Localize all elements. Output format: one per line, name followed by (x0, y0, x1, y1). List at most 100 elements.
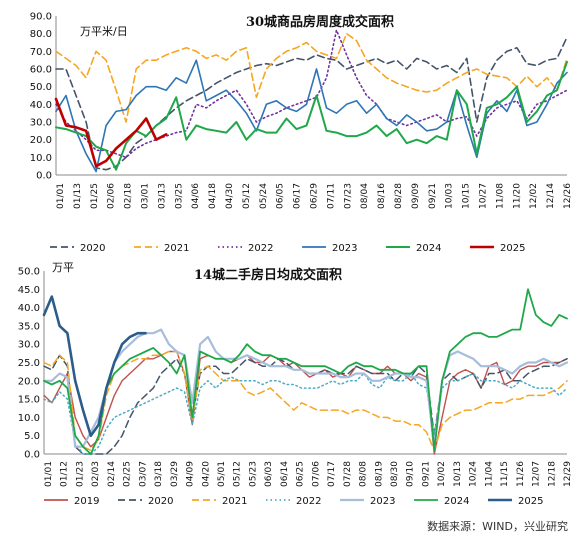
legend-label: 2024 (416, 243, 441, 254)
x-tick-label: 07/17 (327, 461, 337, 487)
x-tick-label: 08/19 (374, 461, 384, 487)
x-tick-label: 09/21 (421, 461, 431, 487)
x-tick-label: 11/20 (512, 183, 522, 209)
x-tick-label: 12/29 (563, 461, 573, 487)
chart-title: 30城商品房周度成交面积 (246, 14, 394, 30)
x-tick-label: 01/13 (73, 183, 83, 209)
x-tick-label: 05/12 (242, 183, 252, 209)
y-tick-label: 50.0 (18, 267, 40, 278)
x-tick-label: 12/26 (563, 183, 573, 209)
legend-label: 2022 (248, 243, 273, 254)
series-line-2021 (43, 350, 568, 452)
x-tick-label: 07/23 (343, 183, 353, 209)
chart-daily-resale-sales: 14城二手房日均成交面积 万平 0.0 5.0 10.0 15.0 20.0 25.0 30… (18, 261, 573, 507)
x-tick-label: 06/29 (310, 183, 320, 209)
y-tick-label: 15.0 (18, 395, 40, 406)
x-tick-label: 12/18 (547, 461, 557, 487)
y-tick-label: 40.0 (18, 303, 40, 314)
x-tick-label: 04/09 (186, 461, 196, 487)
y-tick-label: 60.0 (30, 65, 52, 76)
series-line-2020 (55, 36, 568, 171)
series-line-2023 (55, 59, 568, 173)
legend-label: 2019 (74, 496, 99, 507)
chart-weekly-new-home-sales: 30城商品房周度成交面积 万平米/日 0.0 10.0 20.0 30.0 40.0 50… (30, 12, 573, 255)
x-tick-label: 08/08 (359, 461, 369, 487)
x-tick-label: 12/02 (529, 183, 539, 209)
y-tick-label: 0.0 (24, 450, 40, 461)
y-tick-label: 5.0 (24, 431, 40, 442)
x-tick-label: 03/13 (157, 183, 167, 209)
unit-label: 万平米/日 (80, 25, 128, 38)
x-tick-label: 08/30 (390, 461, 400, 487)
series-line-2025 (42, 295, 147, 438)
y-tick-label: 90.0 (30, 12, 52, 23)
x-tick-label: 11/15 (500, 461, 510, 487)
series-line-2024 (55, 60, 568, 171)
series-line-2020 (43, 354, 568, 455)
x-tick-label: 06/14 (280, 461, 290, 487)
legend-label: 2025 (518, 496, 543, 507)
x-tick-label: 02/25 (123, 461, 133, 487)
x-tick-label: 01/23 (75, 461, 85, 487)
y-tick-label: 80.0 (30, 29, 52, 40)
x-tick-label: 09/21 (428, 183, 438, 209)
x-tick-label: 05/12 (233, 461, 243, 487)
x-tick-label: 02/14 (107, 461, 117, 487)
x-tick-label: 06/17 (293, 183, 303, 209)
x-tick-label: 10/15 (462, 183, 472, 209)
x-tick-label: 04/30 (225, 183, 235, 209)
legend-label: 2021 (164, 243, 189, 254)
x-tick-label: 07/28 (343, 461, 353, 487)
x-tick-label: 05/23 (248, 461, 258, 487)
y-tick-label: 70.0 (30, 47, 52, 58)
x-tick-label: 05/01 (217, 461, 227, 487)
x-tick-label: 09/09 (411, 183, 421, 209)
legend-label: 2020 (80, 243, 105, 254)
x-tick-label: 09/10 (406, 461, 416, 487)
x-tick-label: 06/03 (264, 461, 274, 487)
x-tick-label: 02/18 (124, 183, 134, 209)
x-tick-label: 10/02 (437, 461, 447, 487)
x-tick-label: 08/04 (360, 183, 370, 209)
y-tick-label: 10.0 (18, 413, 40, 424)
x-tick-label: 06/05 (276, 183, 286, 209)
legend-label: 2025 (500, 243, 525, 254)
legend-label: 2021 (222, 496, 247, 507)
series-line-2022 (43, 372, 568, 455)
x-tick-label: 03/25 (174, 183, 184, 209)
x-tick-label: 11/26 (516, 461, 526, 487)
x-tick-label: 03/18 (154, 461, 164, 487)
x-tick-label: 12/14 (546, 183, 556, 209)
series-line-2024 (43, 288, 568, 455)
legend-label: 2022 (296, 496, 321, 507)
x-tick-label: 08/28 (394, 183, 404, 209)
x-tick-label: 05/24 (259, 183, 269, 209)
series-line-2022 (55, 29, 568, 159)
legend-label: 2020 (148, 496, 173, 507)
x-tick-label: 01/12 (60, 461, 70, 487)
x-tick-label: 04/18 (208, 183, 218, 209)
x-tick-label: 01/01 (44, 461, 54, 487)
x-tick-label: 10/03 (445, 183, 455, 209)
x-tick-label: 03/07 (138, 461, 148, 487)
y-tick-label: 35.0 (18, 321, 40, 332)
series-line-2023 (42, 328, 569, 448)
x-tick-label: 01/01 (56, 183, 66, 209)
x-tick-label: 07/11 (326, 183, 336, 209)
x-tick-label: 06/25 (296, 461, 306, 487)
x-tick-label: 03/29 (170, 461, 180, 487)
x-tick-label: 08/16 (377, 183, 387, 209)
y-tick-label: 20.0 (30, 135, 52, 146)
x-tick-label: 11/04 (484, 461, 494, 487)
series-line-2021 (55, 32, 568, 123)
x-tick-label: 11/08 (495, 183, 505, 209)
y-tick-label: 10.0 (30, 153, 52, 164)
x-tick-label: 03/01 (141, 183, 151, 209)
y-tick-label: 20.0 (18, 376, 40, 387)
x-tick-label: 04/20 (201, 461, 211, 487)
legend-label: 2023 (332, 243, 357, 254)
y-tick-label: 50.0 (30, 82, 52, 93)
x-tick-label: 04/06 (191, 183, 201, 209)
